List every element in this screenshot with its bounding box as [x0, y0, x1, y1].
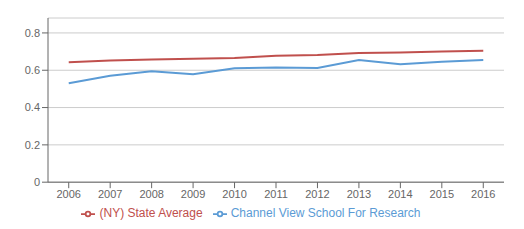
svg-text:0.2: 0.2	[25, 139, 40, 151]
svg-text:2011: 2011	[264, 188, 288, 200]
svg-text:0: 0	[34, 176, 40, 188]
svg-text:2014: 2014	[388, 188, 412, 200]
svg-text:2007: 2007	[98, 188, 122, 200]
svg-text:2013: 2013	[347, 188, 371, 200]
svg-text:2006: 2006	[56, 188, 80, 200]
svg-text:2016: 2016	[471, 188, 495, 200]
html-text:Channel View School For Resear: Channel View School For Research	[230, 206, 421, 221]
html-text:(NY) State Average: (NY) State Average	[99, 206, 203, 221]
svg-text:0.6: 0.6	[25, 64, 40, 76]
svg-text:2015: 2015	[430, 188, 454, 200]
svg-text:2008: 2008	[139, 188, 163, 200]
svg-text:0.4: 0.4	[25, 101, 40, 113]
svg-text:2010: 2010	[222, 188, 246, 200]
svg-text:2012: 2012	[305, 188, 329, 200]
svg-text:0.8: 0.8	[25, 27, 40, 39]
svg-text:2009: 2009	[181, 188, 205, 200]
